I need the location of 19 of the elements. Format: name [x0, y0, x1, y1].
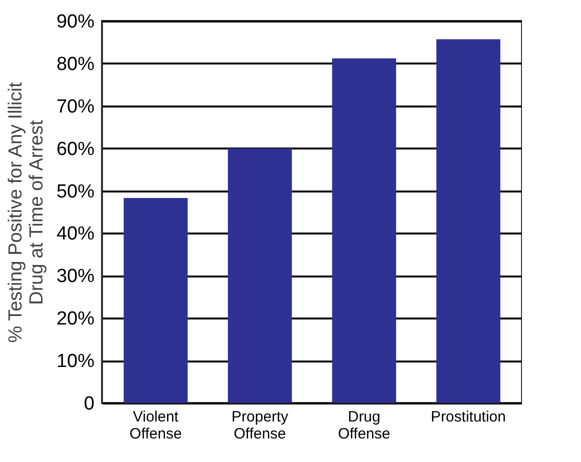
y-axis-title: % Testing Positive for Any Illicit Drug at Time of Arrest	[5, 82, 48, 343]
y-tick-label: 90%	[56, 12, 95, 32]
y-tick-label: 60%	[56, 138, 95, 160]
x-tick-label: Violent Offense	[130, 408, 182, 442]
y-tick-label: 50%	[56, 181, 95, 202]
bar	[436, 39, 500, 403]
y-tick-label: 40%	[56, 224, 95, 245]
y-tick-label: 20%	[56, 308, 95, 330]
x-tick-label: Drug Offense	[338, 408, 390, 442]
bar	[124, 198, 188, 403]
bar	[332, 58, 396, 403]
y-tick-label: 80%	[56, 54, 95, 75]
bar	[228, 148, 292, 403]
x-tick-label: Property Offense	[232, 408, 289, 442]
y-tick-label: 30%	[56, 266, 95, 288]
x-tick-label: Prostitution	[430, 408, 506, 426]
y-tick-label: 10%	[56, 351, 95, 372]
y-tick-label: 0	[84, 394, 94, 414]
y-tick-label: 70%	[56, 96, 95, 118]
